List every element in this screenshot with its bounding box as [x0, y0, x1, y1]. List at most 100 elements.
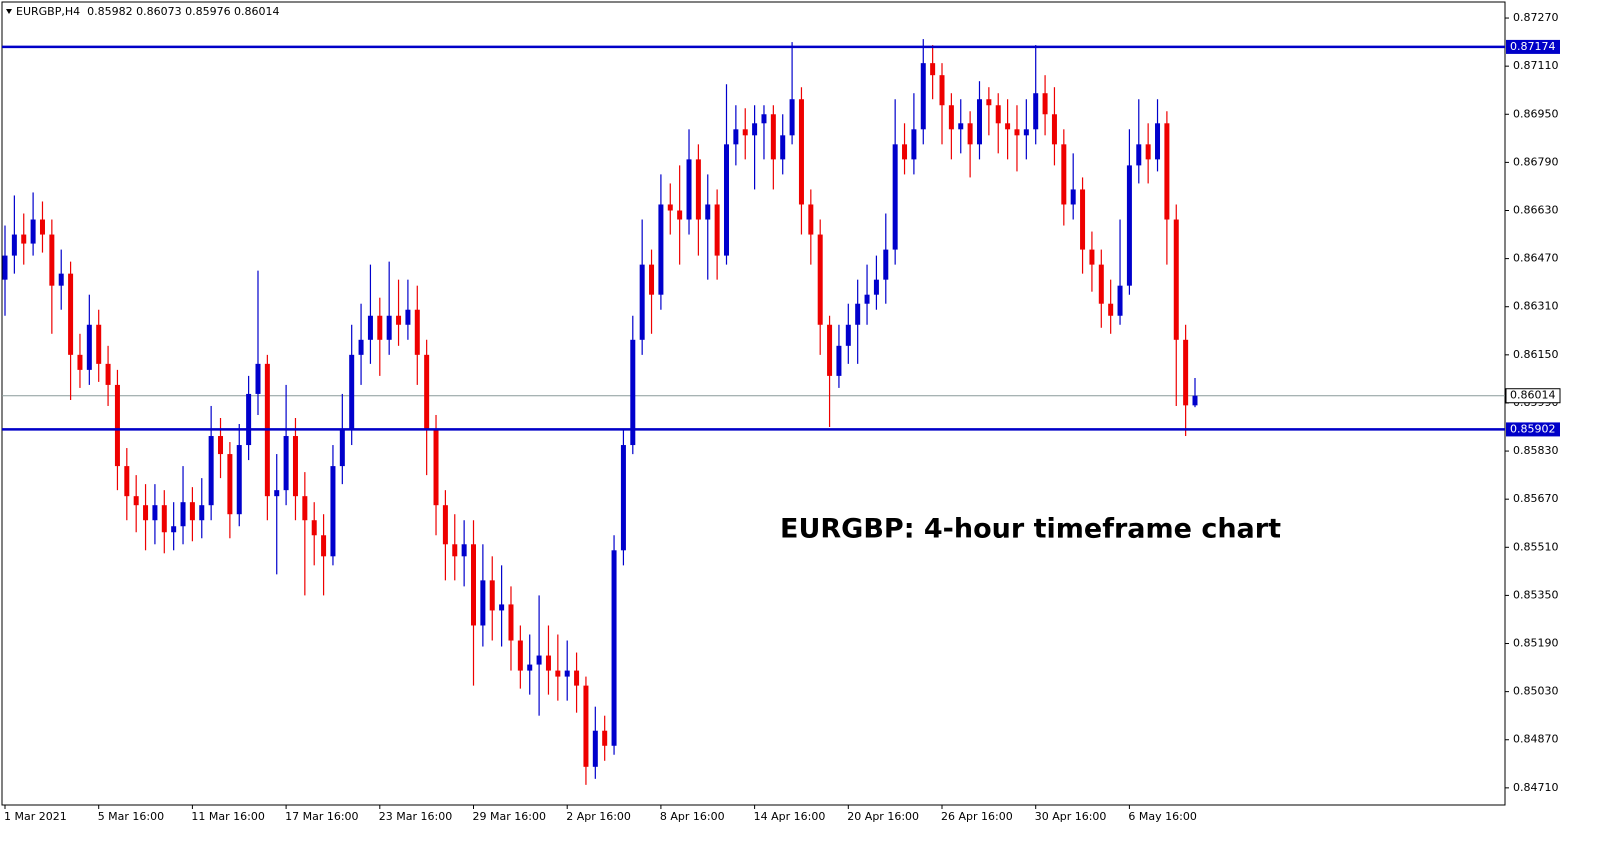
candle-body [339, 430, 345, 467]
candle-body [602, 730, 608, 746]
candle-body [808, 204, 814, 235]
candle-body [227, 454, 233, 515]
candle-body [433, 430, 439, 506]
y-tick-label: 0.85510 [1513, 540, 1559, 553]
x-tick-label: 14 Apr 16:00 [754, 810, 826, 823]
candle-body [677, 210, 683, 220]
y-tick-label: 0.86950 [1513, 107, 1559, 120]
candle-body [798, 99, 804, 205]
candle-body [133, 496, 139, 506]
candle-body [480, 580, 486, 626]
candle-body [1117, 285, 1123, 316]
candle-body [105, 363, 111, 385]
y-tick-label: 0.86470 [1513, 252, 1559, 265]
candle-body [171, 526, 177, 533]
candle-body [892, 144, 898, 250]
candle-body [864, 294, 870, 304]
candle-body [11, 234, 17, 256]
y-tick-label: 0.85030 [1513, 685, 1559, 698]
y-tick-label: 0.85830 [1513, 444, 1559, 457]
candle-body [1183, 339, 1189, 406]
candle-body [30, 219, 36, 244]
candle-body [545, 655, 551, 671]
candle-body [68, 273, 74, 355]
x-tick-label: 5 Mar 16:00 [98, 810, 164, 823]
candle-body [143, 505, 149, 521]
candle-body [742, 129, 748, 136]
candle-body [442, 505, 448, 545]
candle-body [733, 129, 739, 145]
x-tick-label: 26 Apr 16:00 [941, 810, 1013, 823]
annotation: EURGBP: 4-hour timeframe chart [780, 514, 1281, 545]
candle-body [1080, 189, 1086, 250]
x-tick-label: 17 Mar 16:00 [285, 810, 358, 823]
candle-body [283, 436, 289, 491]
candle-body [555, 670, 561, 677]
candle-body [564, 670, 570, 677]
y-tick-label: 0.86310 [1513, 300, 1559, 313]
candle-body [761, 114, 767, 124]
candle-body [1126, 165, 1132, 286]
candle-body [1014, 129, 1020, 136]
candle-body [96, 324, 102, 364]
candle-body [1108, 303, 1114, 316]
x-tick-label: 1 Mar 2021 [4, 810, 67, 823]
candle-body [1042, 93, 1048, 115]
candle-body [58, 273, 64, 286]
candle-body [902, 144, 908, 160]
candle-body [274, 490, 280, 497]
candle-body [246, 393, 252, 446]
x-tick-label: 29 Mar 16:00 [473, 810, 546, 823]
candle-body [1005, 123, 1011, 130]
candle-body [723, 144, 729, 256]
candle-body [349, 354, 355, 431]
candle-body [986, 99, 992, 106]
candle-body [330, 466, 336, 557]
candle-body [752, 123, 758, 136]
y-tick-label: 0.85350 [1513, 588, 1559, 601]
candle-body [218, 436, 224, 455]
x-tick-label: 20 Apr 16:00 [847, 810, 919, 823]
y-tick-label: 0.86790 [1513, 155, 1559, 168]
candle-body [883, 249, 889, 280]
candle-body [255, 363, 261, 394]
candle-body [620, 445, 626, 551]
candle-body [86, 324, 92, 370]
candle-body [452, 544, 458, 557]
candle-body [414, 309, 420, 355]
x-tick-label: 6 May 16:00 [1128, 810, 1196, 823]
candle-body [1070, 189, 1076, 205]
last-price-label: 0.86014 [1510, 389, 1556, 402]
candle-body [920, 63, 926, 130]
candle-body [461, 544, 467, 557]
candle-body [1145, 144, 1151, 160]
candle-body [789, 99, 795, 136]
candle-body [321, 535, 327, 557]
candle-body [527, 664, 533, 671]
candle-body [705, 204, 711, 220]
candle-body [180, 502, 186, 527]
level-label-box [1506, 39, 1560, 54]
y-tick-label: 0.86630 [1513, 203, 1559, 216]
candle-body [508, 604, 514, 641]
candle-body [424, 354, 430, 431]
candle-body [695, 159, 701, 220]
candle-body [836, 345, 842, 376]
candle-body [658, 204, 664, 295]
candle-body [649, 264, 655, 295]
candle-body [49, 234, 55, 286]
candle-body [124, 466, 130, 497]
candle-body [39, 219, 45, 235]
x-tick-label: 11 Mar 16:00 [191, 810, 264, 823]
candle-body [855, 303, 861, 325]
x-tick-label: 8 Apr 16:00 [660, 810, 725, 823]
y-tick-label: 0.84870 [1513, 733, 1559, 746]
candle-body [574, 670, 580, 686]
candle-body [686, 159, 692, 220]
candle-body [714, 204, 720, 256]
candle-body [499, 604, 505, 611]
candle-body [536, 655, 542, 665]
x-tick-label: 23 Mar 16:00 [379, 810, 452, 823]
